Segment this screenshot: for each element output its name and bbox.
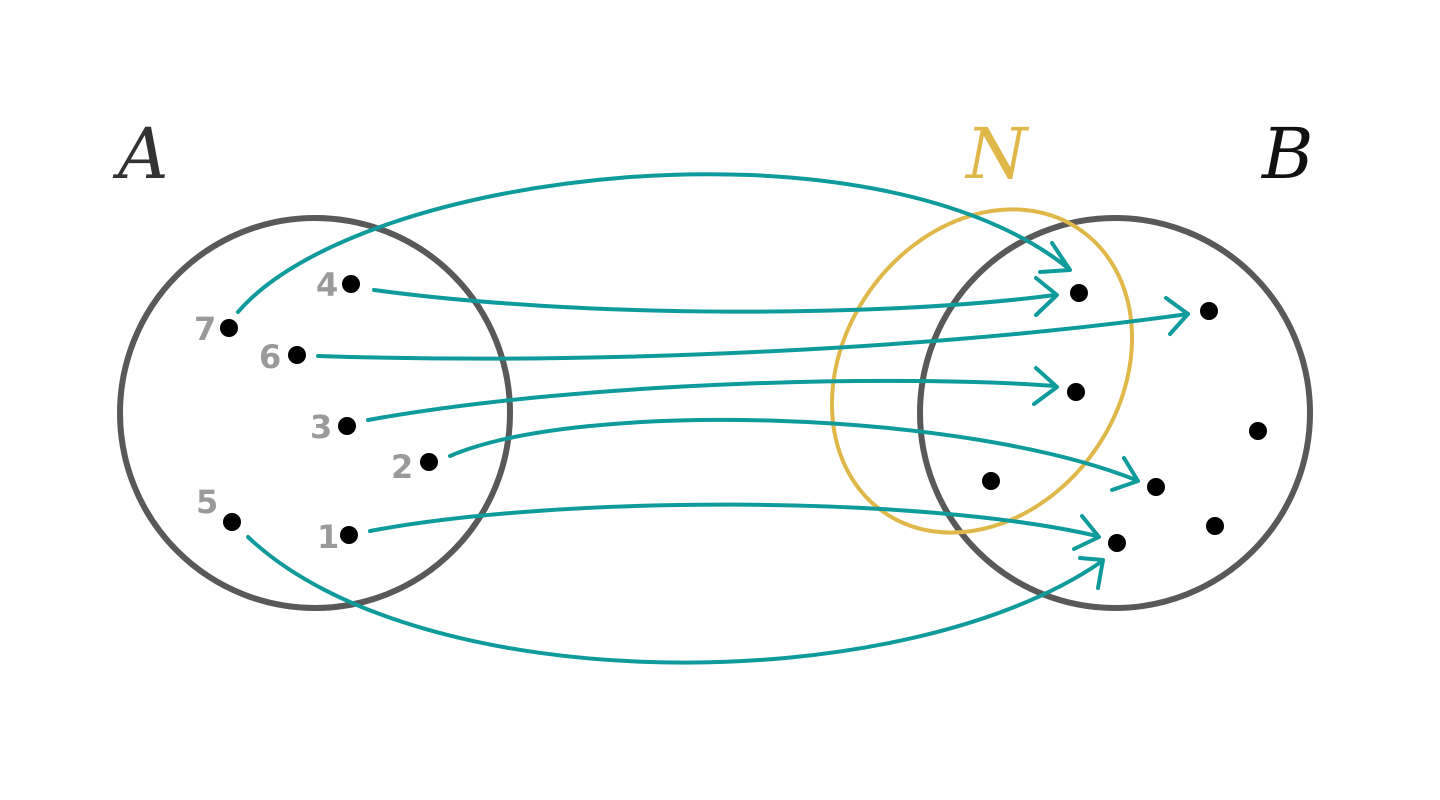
point-5: [223, 513, 241, 531]
point-b8: [1108, 534, 1126, 552]
arrow-5: [246, 535, 1103, 665]
mapping-arrows: [236, 172, 1190, 665]
arrowhead-1: [1072, 514, 1101, 551]
set-b-label: B: [1260, 113, 1313, 195]
set-a-label: A: [112, 113, 169, 195]
point-b5: [982, 472, 1000, 490]
element-label-3: 3: [310, 408, 332, 446]
point-6: [288, 346, 306, 364]
set-b-elements: [982, 284, 1267, 552]
arrow-4: [372, 288, 1057, 314]
point-b4: [1249, 422, 1267, 440]
element-label-6: 6: [259, 338, 281, 376]
arrow-1: [368, 502, 1099, 538]
point-2: [420, 453, 438, 471]
arrowhead-3: [1032, 366, 1059, 406]
set-a-circle: [117, 215, 513, 611]
arrowhead-7: [1038, 241, 1072, 274]
arrowhead-2: [1110, 456, 1140, 492]
arrow-7: [236, 172, 1070, 314]
arrowhead-6: [1164, 296, 1190, 336]
arrowhead-4: [1034, 276, 1059, 317]
element-label-2: 2: [391, 448, 413, 486]
arrow-2: [448, 417, 1138, 482]
point-b2: [1200, 302, 1218, 320]
element-label-5: 5: [196, 483, 218, 521]
point-b3: [1067, 383, 1085, 401]
element-label-1: 1: [317, 518, 339, 556]
set-n-ellipse: [829, 207, 1135, 535]
element-label-4: 4: [316, 266, 338, 304]
set-a-elements: 4 7 6 3 2 5 1: [194, 266, 438, 556]
point-3: [338, 417, 356, 435]
point-b1: [1070, 284, 1088, 302]
point-7: [220, 319, 238, 337]
set-b-circle: [917, 215, 1313, 611]
arrow-3: [366, 378, 1057, 422]
set-n-label: N: [964, 113, 1030, 195]
arrow-6: [316, 312, 1190, 361]
point-4: [342, 275, 360, 293]
point-1: [340, 526, 358, 544]
arrowhead-5: [1078, 556, 1105, 590]
element-label-7: 7: [194, 310, 216, 348]
point-b6: [1147, 478, 1165, 496]
point-b7: [1206, 517, 1224, 535]
